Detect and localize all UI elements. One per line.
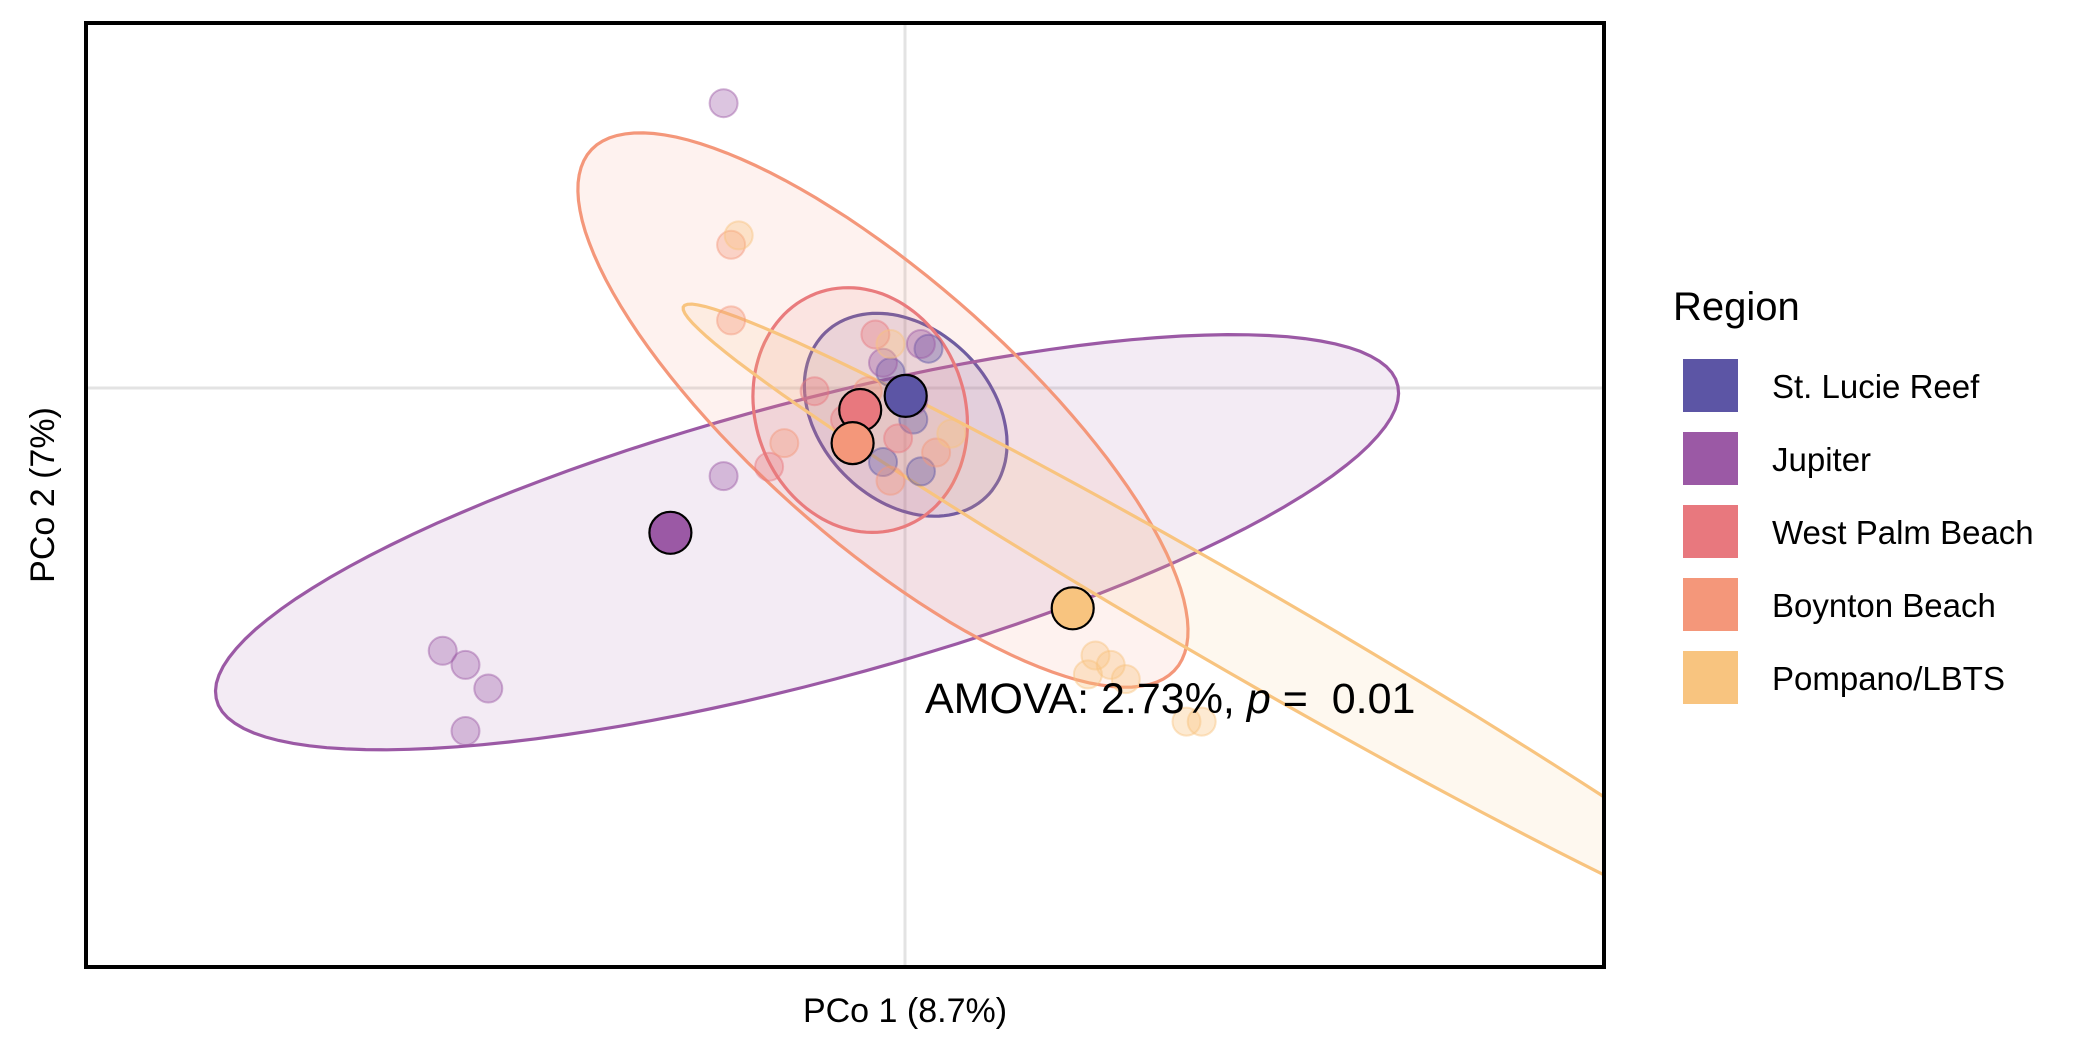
legend-swatch-jupiter bbox=[1683, 432, 1738, 485]
sample-point-boynton-beach bbox=[716, 305, 747, 336]
sample-point-boynton-beach bbox=[716, 229, 747, 260]
legend-swatch-boynton-beach bbox=[1683, 578, 1738, 631]
legend-title: Region bbox=[1673, 285, 1800, 329]
centroid-pompano-lbts bbox=[1050, 586, 1095, 631]
amova-p-symbol: p bbox=[1245, 675, 1271, 723]
sample-point-west-palm-beach bbox=[860, 319, 891, 350]
sample-point-jupiter bbox=[427, 635, 458, 666]
sample-point-pompano-lbts bbox=[875, 329, 906, 359]
plot-panel-background bbox=[86, 23, 1604, 967]
amova-p-value: = 0.01 bbox=[1271, 675, 1416, 723]
legend-swatch-pompano-lbts bbox=[1683, 651, 1738, 704]
sample-point-pompano-lbts bbox=[1171, 706, 1202, 737]
sample-point-boynton-beach bbox=[875, 465, 906, 496]
ellipse-jupiter bbox=[213, 332, 1401, 752]
legend-swatch-west-palm-beach bbox=[1683, 505, 1738, 558]
centroid-layer bbox=[648, 373, 1095, 631]
legend-label-boynton-beach: Boynton Beach bbox=[1772, 587, 1996, 624]
x-axis-title: PCo 1 (8.7%) bbox=[803, 992, 1007, 1030]
sample-point-st-lucie-reef bbox=[913, 333, 944, 364]
sample-point-west-palm-beach bbox=[799, 376, 830, 407]
centroid-st-lucie-reef bbox=[883, 373, 928, 418]
sample-point-st-lucie-reef bbox=[905, 456, 936, 487]
sample-point-pompano-lbts bbox=[936, 418, 967, 449]
sample-point-jupiter bbox=[450, 649, 481, 680]
sample-point-west-palm-beach bbox=[883, 423, 914, 454]
sample-point-boynton-beach bbox=[769, 428, 800, 459]
y-axis-title: PCo 2 (7%) bbox=[24, 407, 62, 583]
sample-point-jupiter bbox=[708, 88, 739, 119]
sample-point-boynton-beach bbox=[921, 437, 952, 468]
sample-point-pompano-lbts bbox=[1110, 664, 1141, 695]
legend-label-st-lucie-reef: St. Lucie Reef bbox=[1772, 368, 1980, 405]
sample-point-west-palm-beach bbox=[754, 451, 785, 482]
sample-point-jupiter bbox=[450, 716, 481, 746]
centroid-boynton-beach bbox=[830, 421, 875, 466]
sample-point-pompano-lbts bbox=[1072, 659, 1103, 690]
legend-label-west-palm-beach: West Palm Beach bbox=[1772, 514, 2034, 551]
legend: Region St. Lucie Reef Jupiter West Palm Be… bbox=[1673, 285, 2034, 704]
ellipse-boynton-beach bbox=[576, 131, 1190, 689]
amova-annotation: AMOVA: 2.73%, p = 0.01 bbox=[925, 675, 1415, 723]
sample-point-jupiter bbox=[473, 673, 504, 704]
sample-point-pompano-lbts bbox=[1080, 640, 1111, 671]
centroid-jupiter bbox=[648, 510, 693, 555]
legend-swatch-st-lucie-reef bbox=[1683, 359, 1738, 412]
sample-point-pompano-lbts bbox=[1186, 706, 1217, 737]
sample-point-pompano-lbts bbox=[1095, 649, 1126, 680]
sample-point-jupiter bbox=[905, 329, 936, 359]
sample-point-pompano-lbts bbox=[723, 220, 754, 251]
amova-prefix: AMOVA: 2.73%, bbox=[925, 675, 1247, 723]
sample-point-st-lucie-reef bbox=[868, 447, 898, 477]
ellipse-pompano-lbts bbox=[681, 302, 1604, 877]
legend-label-pompano-lbts: Pompano/LBTS bbox=[1772, 660, 2005, 697]
sample-point-jupiter bbox=[868, 347, 898, 378]
plot-panel-border bbox=[84, 21, 1606, 969]
legend-label-jupiter: Jupiter bbox=[1772, 441, 1871, 478]
sample-point-jupiter bbox=[708, 461, 739, 492]
